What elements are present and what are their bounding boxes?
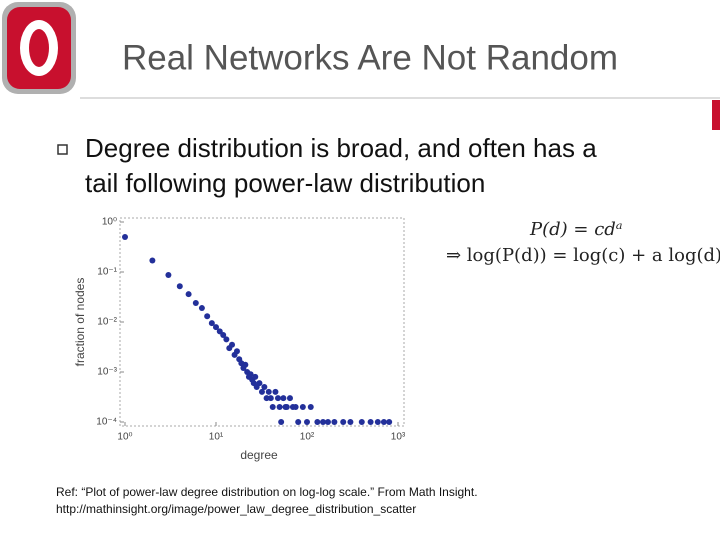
data-point bbox=[247, 371, 254, 378]
data-point bbox=[122, 234, 128, 241]
data-point bbox=[314, 419, 321, 425]
formula: P(d) = cdᵃ bbox=[529, 219, 623, 240]
data-point bbox=[223, 336, 230, 343]
y-tick-label: 10⁰ bbox=[102, 217, 117, 228]
y-tick-label: 10⁻¹ bbox=[97, 267, 117, 278]
data-point bbox=[295, 419, 302, 425]
y-axis-label: fraction of nodes bbox=[73, 278, 87, 367]
data-point bbox=[256, 380, 263, 387]
y-tick-label: 10⁻³ bbox=[97, 367, 117, 378]
data-point bbox=[358, 419, 365, 425]
reference: http://mathinsight.org/image/power_law_d… bbox=[56, 502, 416, 516]
data-point bbox=[204, 313, 211, 320]
logo bbox=[2, 2, 76, 94]
y-tick-label: 10⁻² bbox=[97, 317, 117, 328]
x-tick-label: 10¹ bbox=[209, 432, 224, 443]
data-point bbox=[165, 272, 172, 279]
data-point bbox=[229, 341, 236, 348]
data-point bbox=[280, 395, 287, 402]
data-point bbox=[331, 419, 338, 425]
data-point bbox=[324, 419, 331, 425]
data-point bbox=[278, 419, 285, 425]
y-tick-label: 10⁻⁴ bbox=[96, 417, 117, 428]
data-point bbox=[263, 395, 270, 402]
data-point bbox=[304, 419, 310, 425]
data-point bbox=[208, 320, 215, 327]
data-point bbox=[220, 331, 227, 338]
data-point bbox=[283, 403, 290, 410]
data-point bbox=[149, 257, 156, 264]
data-point bbox=[276, 403, 283, 410]
data-point bbox=[269, 403, 276, 410]
data-point bbox=[380, 419, 387, 425]
data-point bbox=[347, 419, 354, 425]
data-point bbox=[320, 419, 327, 425]
data-point bbox=[272, 388, 279, 395]
data-point bbox=[192, 299, 199, 306]
formula: ⇒ log(P(d)) = log(c) + a log(d) bbox=[446, 245, 720, 266]
bullet-marker bbox=[57, 144, 68, 155]
x-tick-label: 10⁰ bbox=[117, 432, 132, 443]
data-point bbox=[176, 283, 183, 290]
data-point bbox=[198, 305, 205, 312]
data-point bbox=[299, 403, 306, 410]
data-point bbox=[213, 324, 219, 331]
data-point bbox=[185, 291, 192, 298]
data-point bbox=[374, 419, 381, 425]
data-point bbox=[386, 419, 393, 425]
data-point bbox=[261, 384, 268, 391]
bullet-text: tail following power-law distribution bbox=[85, 168, 485, 198]
logo-hole bbox=[29, 29, 49, 67]
x-tick-label: 10² bbox=[300, 432, 315, 443]
data-point bbox=[258, 388, 265, 395]
data-point bbox=[286, 395, 293, 402]
reference: Ref: “Plot of power-law degree distribut… bbox=[56, 485, 478, 499]
data-point bbox=[233, 348, 240, 355]
data-point bbox=[252, 373, 259, 380]
x-tick-label: 10³ bbox=[391, 432, 406, 443]
slide-title: Real Networks Are Not Random bbox=[122, 38, 618, 77]
data-point bbox=[265, 388, 272, 395]
data-point bbox=[274, 395, 281, 402]
data-point bbox=[267, 395, 274, 402]
data-point bbox=[340, 419, 347, 425]
data-point bbox=[242, 361, 249, 368]
x-axis-label: degree bbox=[240, 448, 278, 462]
data-point bbox=[307, 403, 314, 410]
bullet-text: Degree distribution is broad, and often … bbox=[85, 133, 597, 163]
data-point bbox=[367, 419, 374, 425]
accent-bar bbox=[712, 100, 720, 130]
data-point bbox=[292, 403, 299, 410]
